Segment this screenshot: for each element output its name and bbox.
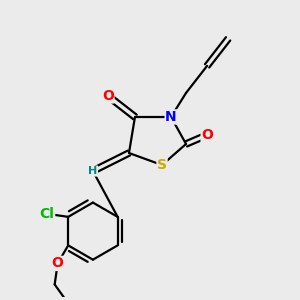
Text: O: O <box>102 89 114 103</box>
Text: O: O <box>52 256 64 270</box>
Text: S: S <box>157 158 167 172</box>
Text: O: O <box>201 128 213 142</box>
Text: N: N <box>165 110 177 124</box>
Text: H: H <box>88 166 98 176</box>
Text: Cl: Cl <box>40 207 55 221</box>
